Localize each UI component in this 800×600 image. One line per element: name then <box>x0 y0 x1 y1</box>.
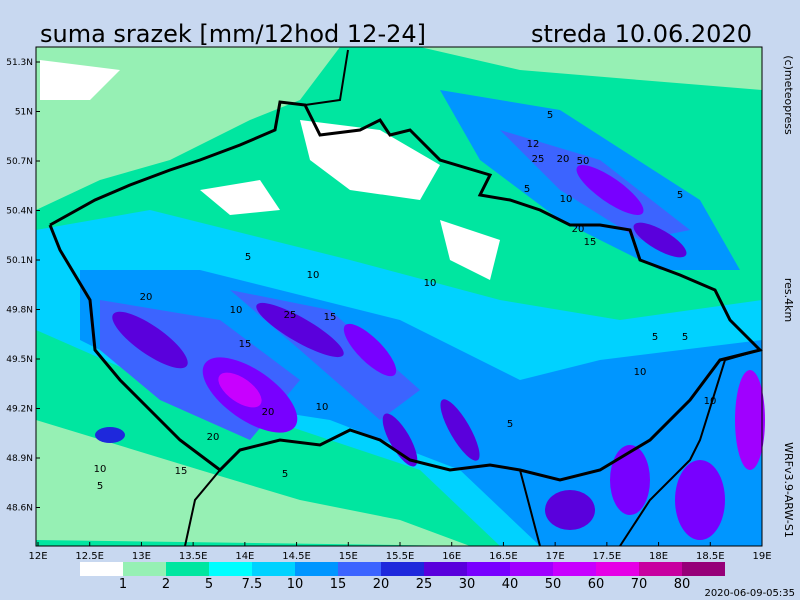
colorbar-label: 5 <box>205 577 213 592</box>
contour-label: 15 <box>175 466 188 477</box>
contour-label: 20 <box>557 154 570 165</box>
lat-label: 49.5N <box>6 355 33 365</box>
colorbar-label: 2 <box>162 577 170 592</box>
contour-label: 5 <box>652 332 658 343</box>
lon-label: 13E <box>132 551 151 562</box>
date: streda 10.06.2020 <box>531 20 752 48</box>
lat-label: 51.3N <box>6 58 33 68</box>
lat-label: 48.6N <box>6 504 33 514</box>
lon-label: 18E <box>649 551 668 562</box>
model: WRFv3.9-ARW-S1 <box>782 442 795 538</box>
title: suma srazek [mm/12hod 12-24] <box>40 20 426 48</box>
lon-label: 15.5E <box>386 551 415 562</box>
colorbar-box <box>682 562 725 576</box>
contour-label: 5 <box>547 110 553 121</box>
colorbar-box <box>295 562 338 576</box>
colorbar-box <box>381 562 424 576</box>
colorbar-label: 80 <box>674 577 691 592</box>
contour-label: 15 <box>239 339 252 350</box>
contour-label: 5 <box>282 469 288 480</box>
colorbar-label: 20 <box>373 577 390 592</box>
lon-label: 19E <box>752 551 771 562</box>
colorbar-label: 60 <box>588 577 605 592</box>
colorbar-box <box>252 562 295 576</box>
colorbar-box <box>596 562 639 576</box>
contour-label: 20 <box>262 407 275 418</box>
contour-label: 10 <box>424 278 437 289</box>
contour-label: 25 <box>532 154 545 165</box>
colorbar-box <box>467 562 510 576</box>
colorbar-box <box>209 562 252 576</box>
contour-label: 5 <box>97 481 103 492</box>
contour-label: 10 <box>316 402 329 413</box>
lat-label: 51N <box>15 108 33 118</box>
lon-label: 16E <box>442 551 461 562</box>
contour-label: 5 <box>682 332 688 343</box>
lat-label: 48.9N <box>6 454 33 464</box>
contour-label: 12 <box>527 139 540 150</box>
lon-label: 17.5E <box>593 551 622 562</box>
colorbar-label: 25 <box>416 577 433 592</box>
colorbar-box <box>123 562 166 576</box>
lat-label: 50.7N <box>6 157 33 167</box>
contour-labels: 5 12 25 20 50 5 10 20 15 5 5 10 10 10 20 25 15 15 20 20 10 15… <box>94 110 717 492</box>
copyright: (c)meteopress <box>782 55 795 135</box>
timestamp: 2020-06-09-05:35 <box>704 588 795 599</box>
colorbar-label: 40 <box>502 577 519 592</box>
precip-field <box>36 47 765 546</box>
resolution: res.4km <box>782 278 795 322</box>
lon-label: 12.5E <box>75 551 104 562</box>
colorbar-label: 30 <box>459 577 476 592</box>
contour-label: 10 <box>634 367 647 378</box>
colorbar-label: 50 <box>545 577 562 592</box>
lat-label: 49.8N <box>6 306 33 316</box>
colorbar-label: 7.5 <box>242 577 263 592</box>
colorbar-box <box>553 562 596 576</box>
contour-label: 5 <box>507 419 513 430</box>
colorbar-label: 10 <box>287 577 304 592</box>
contour-label: 5 <box>677 190 683 201</box>
contour-label: 10 <box>560 194 573 205</box>
lon-label: 16.5E <box>489 551 518 562</box>
colorbar-box <box>510 562 553 576</box>
colorbar-box <box>639 562 682 576</box>
contour-label: 20 <box>572 224 585 235</box>
lon-label: 13.5E <box>179 551 208 562</box>
contour-label: 5 <box>524 184 530 195</box>
lat-label: 49.2N <box>6 405 33 415</box>
colorbar-label: 15 <box>330 577 347 592</box>
lon-label: 14.5E <box>282 551 311 562</box>
lon-label: 14E <box>235 551 254 562</box>
lon-label: 15E <box>339 551 358 562</box>
colorbar-box <box>338 562 381 576</box>
contour-label: 5 <box>245 252 251 263</box>
lon-label: 18.5E <box>696 551 725 562</box>
colorbar-box <box>166 562 209 576</box>
lat-label: 50.4N <box>6 207 33 217</box>
contour-label: 10 <box>94 464 107 475</box>
contour-label: 10 <box>704 396 717 407</box>
colorbar-label: 1 <box>119 577 127 592</box>
colorbar-box <box>424 562 467 576</box>
contour-label: 25 <box>284 310 297 321</box>
contour-label: 20 <box>140 292 153 303</box>
colorbar-box <box>80 562 123 576</box>
lon-label: 17E <box>546 551 565 562</box>
map-frame <box>35 46 763 547</box>
contour-label: 15 <box>584 237 597 248</box>
contour-label: 50 <box>577 156 590 167</box>
lon-label: 12E <box>28 551 47 562</box>
contour-label: 20 <box>207 432 220 443</box>
contour-label: 10 <box>230 305 243 316</box>
lat-label: 50.1N <box>6 256 33 266</box>
contour-label: 10 <box>307 270 320 281</box>
borders <box>48 49 763 547</box>
colorbar-label: 70 <box>631 577 648 592</box>
contour-label: 15 <box>324 312 337 323</box>
